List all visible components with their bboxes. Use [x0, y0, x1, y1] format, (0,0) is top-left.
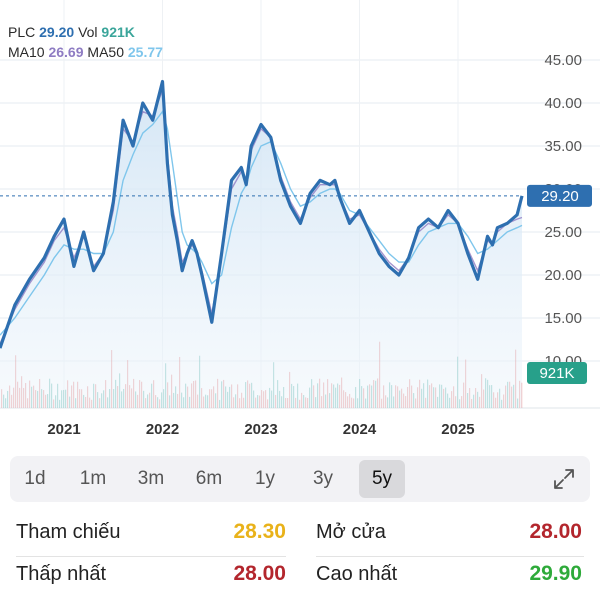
ma10-value: 26.69 [48, 44, 84, 60]
x-tick-label: 2023 [244, 421, 277, 438]
low-value: 28.00 [233, 562, 286, 585]
price-line [0, 79, 524, 349]
y-tick-label: 25.00 [544, 224, 582, 241]
period-3y[interactable]: 3y [312, 468, 334, 489]
x-axis: 2021 2022 2023 2024 2025 [47, 421, 474, 438]
current-price-tag: 29.20 [527, 184, 592, 207]
x-tick-label: 2021 [47, 421, 80, 438]
y-tick-label: 15.00 [544, 310, 582, 327]
period-selector: 1d 1m 3m 6m 1y 3y 5y [10, 456, 590, 502]
stats-divider [316, 556, 584, 557]
period-3m[interactable]: 3m [137, 468, 165, 489]
period-1y[interactable]: 1y [254, 468, 276, 489]
current-price-tag-text: 29.20 [541, 188, 579, 205]
period-5y[interactable]: 5y [359, 460, 405, 498]
price-area [0, 81, 522, 408]
vol-label: Vol [78, 24, 98, 40]
current-volume-tag: 921K [527, 362, 587, 384]
price-chart[interactable]: 45.0040.0035.0030.0025.0020.0015.0010.00… [0, 0, 600, 448]
y-tick-label: 45.00 [544, 52, 582, 69]
period-1m[interactable]: 1m [79, 468, 107, 489]
high-label: Cao nhất [316, 563, 398, 585]
period-1d[interactable]: 1d [24, 468, 46, 489]
low-label: Thấp nhất [16, 563, 107, 585]
x-tick-label: 2022 [146, 421, 179, 438]
period-6m[interactable]: 6m [195, 468, 223, 489]
ma50-label: MA50 [87, 44, 124, 60]
high-value: 29.90 [529, 562, 582, 585]
reference-label: Tham chiếu [16, 521, 121, 543]
open-value: 28.00 [529, 520, 582, 543]
symbol-label: PLC [8, 24, 36, 40]
reference-value: 28.30 [233, 520, 286, 543]
volume-value: 921K [101, 24, 135, 40]
y-tick-label: 20.00 [544, 267, 582, 284]
x-tick-label: 2025 [441, 421, 474, 438]
x-tick-label: 2024 [343, 421, 377, 438]
y-tick-label: 40.00 [544, 95, 582, 112]
chart-legend: PLC 29.20 Vol 921K MA10 26.69 MA50 25.77 [8, 22, 163, 62]
ma50-value: 25.77 [127, 44, 163, 60]
stats-divider [16, 556, 286, 557]
price-value: 29.20 [39, 24, 75, 40]
ma10-label: MA10 [8, 44, 45, 60]
y-tick-label: 35.00 [544, 138, 582, 155]
current-volume-tag-text: 921K [539, 365, 574, 382]
open-label: Mở cửa [316, 521, 386, 543]
expand-icon[interactable] [552, 467, 576, 491]
